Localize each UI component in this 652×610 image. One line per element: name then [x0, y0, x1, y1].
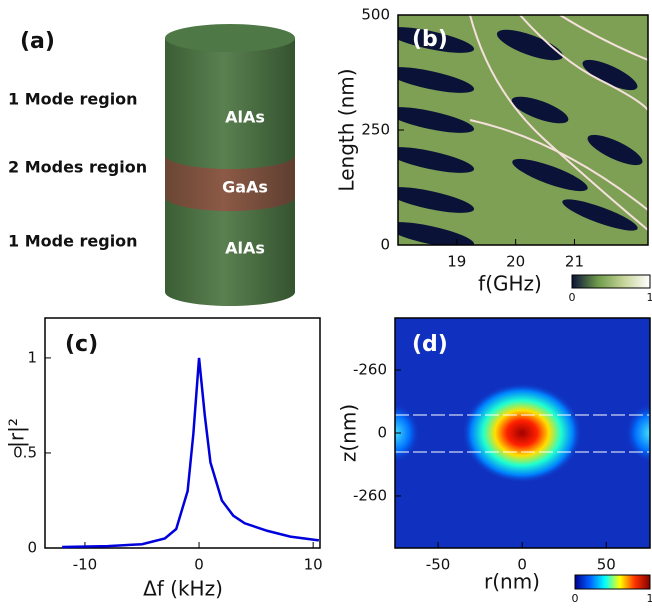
y-tick-label: 0	[27, 539, 37, 557]
y-tick-label: -260	[353, 361, 387, 379]
region-label: 2 Modes region	[8, 158, 147, 177]
x-tick-label: 20	[506, 253, 525, 271]
y-tick-label: 250	[361, 121, 390, 139]
y-tick-label: 0	[377, 424, 387, 442]
y-tick-label: -260	[353, 486, 387, 504]
colorbar-tick-label: 0	[569, 291, 576, 304]
x-axis-label: f(GHz)	[478, 272, 542, 296]
x-tick-label: 0	[194, 556, 204, 574]
layer-label: GaAs	[222, 178, 268, 197]
colorbar-tick-label: 1	[647, 592, 652, 605]
x-axis-label: r(nm)	[484, 570, 540, 594]
x-tick-label: -50	[426, 556, 451, 574]
x-axis-label: Δf (kHz)	[143, 577, 223, 601]
colorbar-tick-label: 1	[647, 291, 652, 304]
panel-label: (b)	[412, 27, 448, 52]
y-axis-label: Length (nm)	[335, 68, 359, 191]
y-tick-label: 1	[27, 348, 37, 366]
colorbar-tick-label: 0	[572, 592, 579, 605]
cylinder	[165, 24, 295, 306]
x-tick-label: 50	[597, 556, 616, 574]
y-tick-label: 500	[361, 6, 390, 24]
layer-label: AlAs	[225, 239, 265, 258]
x-tick-label: 10	[304, 556, 323, 574]
panel-label: (a)	[20, 29, 55, 54]
x-tick-label: 19	[447, 253, 466, 271]
y-axis-label: z(nm)	[337, 404, 361, 462]
x-tick-label: 21	[565, 253, 584, 271]
line	[62, 358, 319, 547]
region-label: 1 Mode region	[8, 232, 138, 251]
panel-label: (d)	[412, 332, 448, 357]
region-label: 1 Mode region	[8, 90, 138, 109]
colorbar	[575, 575, 650, 589]
colorbar	[572, 275, 650, 288]
x-tick-label: -10	[73, 556, 98, 574]
panel-label: (c)	[65, 332, 98, 357]
layer-label: AlAs	[225, 108, 265, 127]
y-axis-label: |r|²	[5, 418, 29, 448]
y-tick-label: 0	[380, 236, 390, 254]
